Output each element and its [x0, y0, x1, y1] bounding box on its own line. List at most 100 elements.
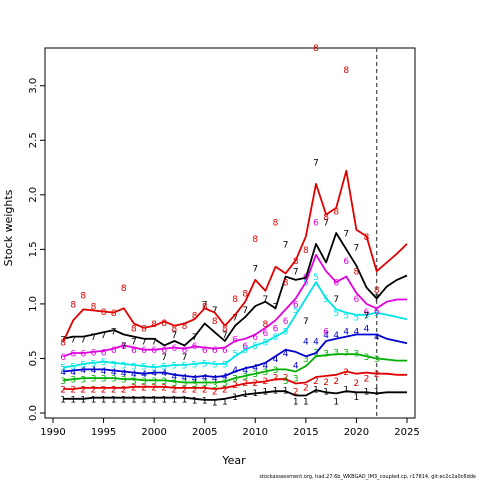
data-point-3: 3 [273, 366, 279, 376]
data-point-5: 5 [232, 350, 238, 360]
data-point-2: 2 [263, 377, 269, 387]
data-point-3: 3 [212, 381, 218, 391]
data-point-8: 8 [293, 257, 299, 267]
data-point-1: 1 [182, 395, 188, 405]
data-point-4: 4 [232, 366, 238, 376]
data-point-7: 7 [242, 306, 248, 316]
data-point-6: 6 [283, 317, 289, 327]
data-point-7: 7 [374, 294, 380, 304]
data-point-7: 7 [161, 353, 167, 363]
data-point-4: 4 [101, 367, 107, 377]
data-point-2: 2 [242, 379, 248, 389]
y-tick-label: 3.0 [28, 78, 39, 94]
data-point-2: 2 [222, 386, 228, 396]
data-point-7: 7 [354, 244, 360, 254]
data-point-2: 2 [303, 383, 309, 393]
data-point-5: 5 [141, 363, 147, 373]
data-point-4: 4 [252, 364, 258, 374]
data-point-7: 7 [313, 159, 319, 169]
data-point-5: 5 [80, 360, 86, 370]
data-point-3: 3 [101, 375, 107, 385]
data-point-6: 6 [333, 279, 339, 289]
data-point-2: 2 [101, 386, 107, 396]
data-point-2: 2 [333, 377, 339, 387]
series-line-6 [62, 253, 407, 358]
data-point-8: 8 [91, 303, 97, 313]
data-point-2: 2 [273, 374, 279, 384]
data-point-8: 8 [354, 268, 360, 278]
data-point-8: 8 [131, 324, 137, 334]
data-point-4: 4 [343, 328, 349, 338]
data-point-5: 5 [182, 362, 188, 372]
data-point-4: 4 [172, 372, 178, 382]
data-point-4: 4 [91, 366, 97, 376]
data-point-4: 4 [131, 370, 137, 380]
data-point-5: 5 [151, 364, 157, 374]
data-point-2: 2 [161, 383, 167, 393]
data-point-4: 4 [202, 374, 208, 384]
data-point-8: 8 [202, 303, 208, 313]
data-point-4: 4 [242, 366, 248, 376]
data-point-7: 7 [252, 264, 258, 274]
data-point-5: 5 [192, 360, 198, 370]
data-point-3: 3 [263, 368, 269, 378]
data-point-8: 8 [364, 233, 370, 243]
y-tick-label: 1.5 [28, 241, 39, 257]
data-point-7: 7 [192, 333, 198, 343]
data-point-6: 6 [354, 295, 360, 305]
data-point-5: 5 [60, 364, 66, 374]
data-point-2: 2 [364, 375, 370, 385]
data-point-3: 3 [161, 377, 167, 387]
data-point-1: 1 [303, 398, 309, 408]
data-point-3: 3 [232, 375, 238, 385]
data-point-3: 3 [80, 376, 86, 386]
data-point-3: 3 [111, 375, 117, 385]
data-point-5: 5 [374, 309, 380, 319]
data-point-8: 8 [283, 279, 289, 289]
data-point-3: 3 [172, 379, 178, 389]
data-point-6: 6 [60, 353, 66, 363]
data-point-4: 4 [111, 368, 117, 378]
data-point-8: 8 [151, 320, 157, 330]
data-point-5: 5 [91, 359, 97, 369]
data-point-2: 2 [374, 370, 380, 380]
data-point-2: 2 [141, 383, 147, 393]
data-point-4: 4 [222, 372, 228, 382]
data-point-5: 5 [202, 359, 208, 369]
data-point-6: 6 [121, 342, 127, 352]
data-point-7: 7 [182, 353, 188, 363]
data-point-3: 3 [151, 377, 157, 387]
data-point-7: 7 [91, 333, 97, 343]
data-point-6: 6 [263, 329, 269, 339]
x-tick-label: 1990 [40, 427, 65, 438]
data-point-1: 1 [151, 395, 157, 405]
data-point-5: 5 [70, 363, 76, 373]
x-tick-label: 2005 [192, 427, 217, 438]
data-point-2: 2 [80, 386, 86, 396]
data-point-4: 4 [364, 324, 370, 334]
data-point-1: 1 [232, 393, 238, 403]
data-point-2: 2 [212, 388, 218, 398]
data-point-4: 4 [313, 338, 319, 348]
data-point-7: 7 [293, 268, 299, 278]
axes: 1990 1995 2000 2005 2010 2015 2020 2025 0.0 0.5 1.… [28, 78, 420, 438]
data-point-2: 2 [151, 383, 157, 393]
data-point-2: 2 [121, 386, 127, 396]
data-point-6: 6 [101, 348, 107, 358]
data-point-8: 8 [303, 246, 309, 256]
data-point-5: 5 [273, 333, 279, 343]
data-point-2: 2 [172, 386, 178, 396]
data-point-7: 7 [202, 300, 208, 310]
data-point-5: 5 [354, 314, 360, 324]
data-point-8: 8 [313, 44, 319, 54]
data-point-4: 4 [333, 331, 339, 341]
data-point-3: 3 [323, 350, 329, 360]
data-point-1: 1 [364, 388, 370, 398]
series-3: 3 3 3 3 3 3 3 3 3 3 3 3 3 3 3 3 3 3 3 3 3 33 333 3 3 3 3 3 3 [60, 348, 407, 391]
data-point-3: 3 [343, 348, 349, 358]
data-point-6: 6 [212, 346, 218, 356]
data-point-1: 1 [313, 386, 319, 396]
data-point-1: 1 [212, 399, 218, 409]
